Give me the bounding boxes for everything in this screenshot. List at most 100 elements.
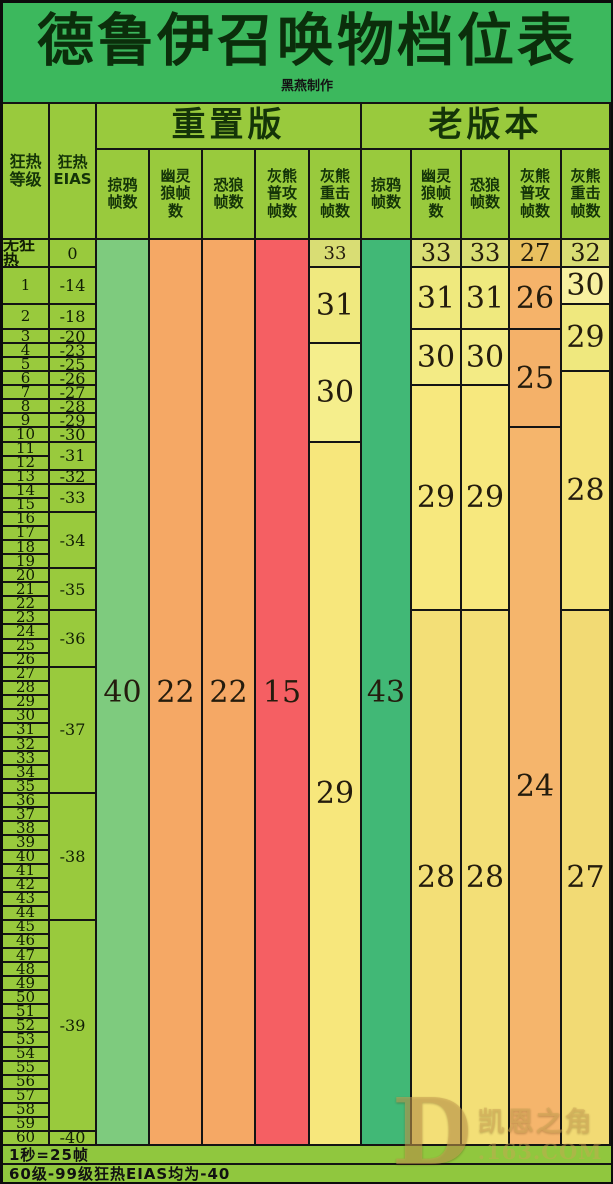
frame-value-cell: 28	[412, 611, 462, 1146]
eias-cell: -27	[50, 386, 97, 401]
eias-cell: -23	[50, 344, 97, 359]
level-cell: 9	[3, 414, 50, 429]
column-header: 幽灵 狼帧 数	[412, 150, 462, 240]
level-cell: 23	[3, 611, 50, 626]
eias-cell: -31	[50, 442, 97, 471]
credit-line: 黑燕制作	[280, 79, 333, 94]
level-cell: 8	[3, 400, 50, 415]
level-cell: 30	[3, 709, 50, 724]
column-header: 恐狼 帧数	[462, 150, 510, 240]
eias-cell: -34	[50, 512, 97, 570]
level-cell: 13	[3, 470, 50, 485]
eias-cell: -33	[50, 484, 97, 513]
column-header: 灰熊 重击 帧数	[562, 150, 611, 240]
level-cell: 3	[3, 330, 50, 345]
frame-value-cell: 15	[256, 240, 310, 1146]
frame-value-cell: 31	[310, 268, 362, 345]
eias-cell: 0	[50, 240, 97, 268]
level-cell: 36	[3, 794, 50, 809]
level-cell: 46	[3, 934, 50, 950]
frame-value-cell: 40	[97, 240, 150, 1146]
frame-value-cell: 29	[310, 442, 362, 1146]
frame-value-cell: 33	[462, 240, 510, 268]
level-cell: 15	[3, 498, 50, 513]
frame-value-cell: 27	[510, 240, 562, 268]
level-cell: 38	[3, 822, 50, 837]
level-cell: 49	[3, 977, 50, 992]
level-cell: 12	[3, 456, 50, 471]
eias-cell: -14	[50, 268, 97, 305]
level-cell: 4	[3, 344, 50, 359]
level-cell: 52	[3, 1019, 50, 1034]
eias-cell: -39	[50, 920, 97, 1132]
level-cell: 31	[3, 723, 50, 738]
level-cell: 32	[3, 738, 50, 753]
level-cell: 45	[3, 920, 50, 935]
level-cell: 50	[3, 991, 50, 1006]
frame-value-cell: 24	[510, 428, 562, 1146]
level-cell: 48	[3, 963, 50, 978]
frame-value-cell: 22	[150, 240, 203, 1146]
level-cell: 55	[3, 1061, 50, 1076]
page-title: 德鲁伊召唤物档位表	[37, 7, 577, 74]
level-cell: 60	[3, 1131, 50, 1146]
footnote-eias-cap: 60级-99级狂热EIAS均为-40	[3, 1165, 611, 1183]
frame-value-cell: 28	[562, 372, 611, 612]
column-header: 掠鸦 帧数	[97, 150, 150, 240]
level-cell: 51	[3, 1005, 50, 1020]
frame-value-cell: 32	[562, 240, 611, 268]
eias-cell: -40	[50, 1131, 97, 1146]
level-cell: 34	[3, 766, 50, 781]
eias-cell: -20	[50, 330, 97, 345]
column-header: 掠鸦 帧数	[362, 150, 412, 240]
level-cell: 10	[3, 428, 50, 443]
level-cell: 47	[3, 949, 50, 964]
level-cell: 54	[3, 1047, 50, 1062]
level-cell: 7	[3, 386, 50, 401]
frame-value-cell: 29	[562, 305, 611, 373]
eias-cell: -18	[50, 305, 97, 330]
level-cell: 无狂热	[3, 240, 50, 268]
frame-value-cell: 30	[462, 330, 510, 387]
eias-column-header: 狂热 EIAS	[50, 104, 97, 240]
level-cell: 35	[3, 780, 50, 795]
level-cell: 1	[3, 268, 50, 305]
frame-value-cell: 31	[412, 268, 462, 330]
eias-cell: -35	[50, 569, 97, 612]
level-cell: 2	[3, 305, 50, 330]
frame-value-cell: 30	[412, 330, 462, 387]
level-cell: 33	[3, 752, 50, 767]
eias-cell: -37	[50, 667, 97, 795]
frame-value-cell: 30	[310, 344, 362, 443]
frame-value-cell: 25	[510, 330, 562, 429]
eias-cell: -36	[50, 611, 97, 668]
column-header: 幽灵 狼帧 数	[150, 150, 203, 240]
level-cell: 58	[3, 1103, 50, 1118]
level-cell: 27	[3, 667, 50, 682]
level-cell: 24	[3, 625, 50, 640]
level-cell: 26	[3, 653, 50, 668]
frame-value-cell: 31	[462, 268, 510, 330]
eias-cell: -32	[50, 470, 97, 485]
column-group-header-legacy: 老版本	[362, 104, 611, 150]
footnote-frames-per-second: 1秒=25帧	[3, 1146, 611, 1165]
level-cell: 25	[3, 639, 50, 654]
level-cell: 57	[3, 1089, 50, 1104]
level-cell: 41	[3, 864, 50, 879]
level-cell: 11	[3, 442, 50, 457]
column-header: 灰熊 重击 帧数	[310, 150, 362, 240]
level-cell: 19	[3, 555, 50, 570]
level-cell: 39	[3, 836, 50, 851]
frame-value-cell: 28	[462, 611, 510, 1146]
eias-cell: -28	[50, 400, 97, 415]
level-cell: 28	[3, 681, 50, 696]
frame-value-cell: 29	[412, 386, 462, 612]
column-header: 恐狼 帧数	[203, 150, 256, 240]
level-cell: 6	[3, 372, 50, 387]
column-header: 灰熊 普攻 帧数	[510, 150, 562, 240]
level-cell: 18	[3, 541, 50, 556]
level-cell: 59	[3, 1117, 50, 1132]
frame-value-cell: 27	[562, 611, 611, 1146]
frame-value-cell: 30	[562, 268, 611, 305]
